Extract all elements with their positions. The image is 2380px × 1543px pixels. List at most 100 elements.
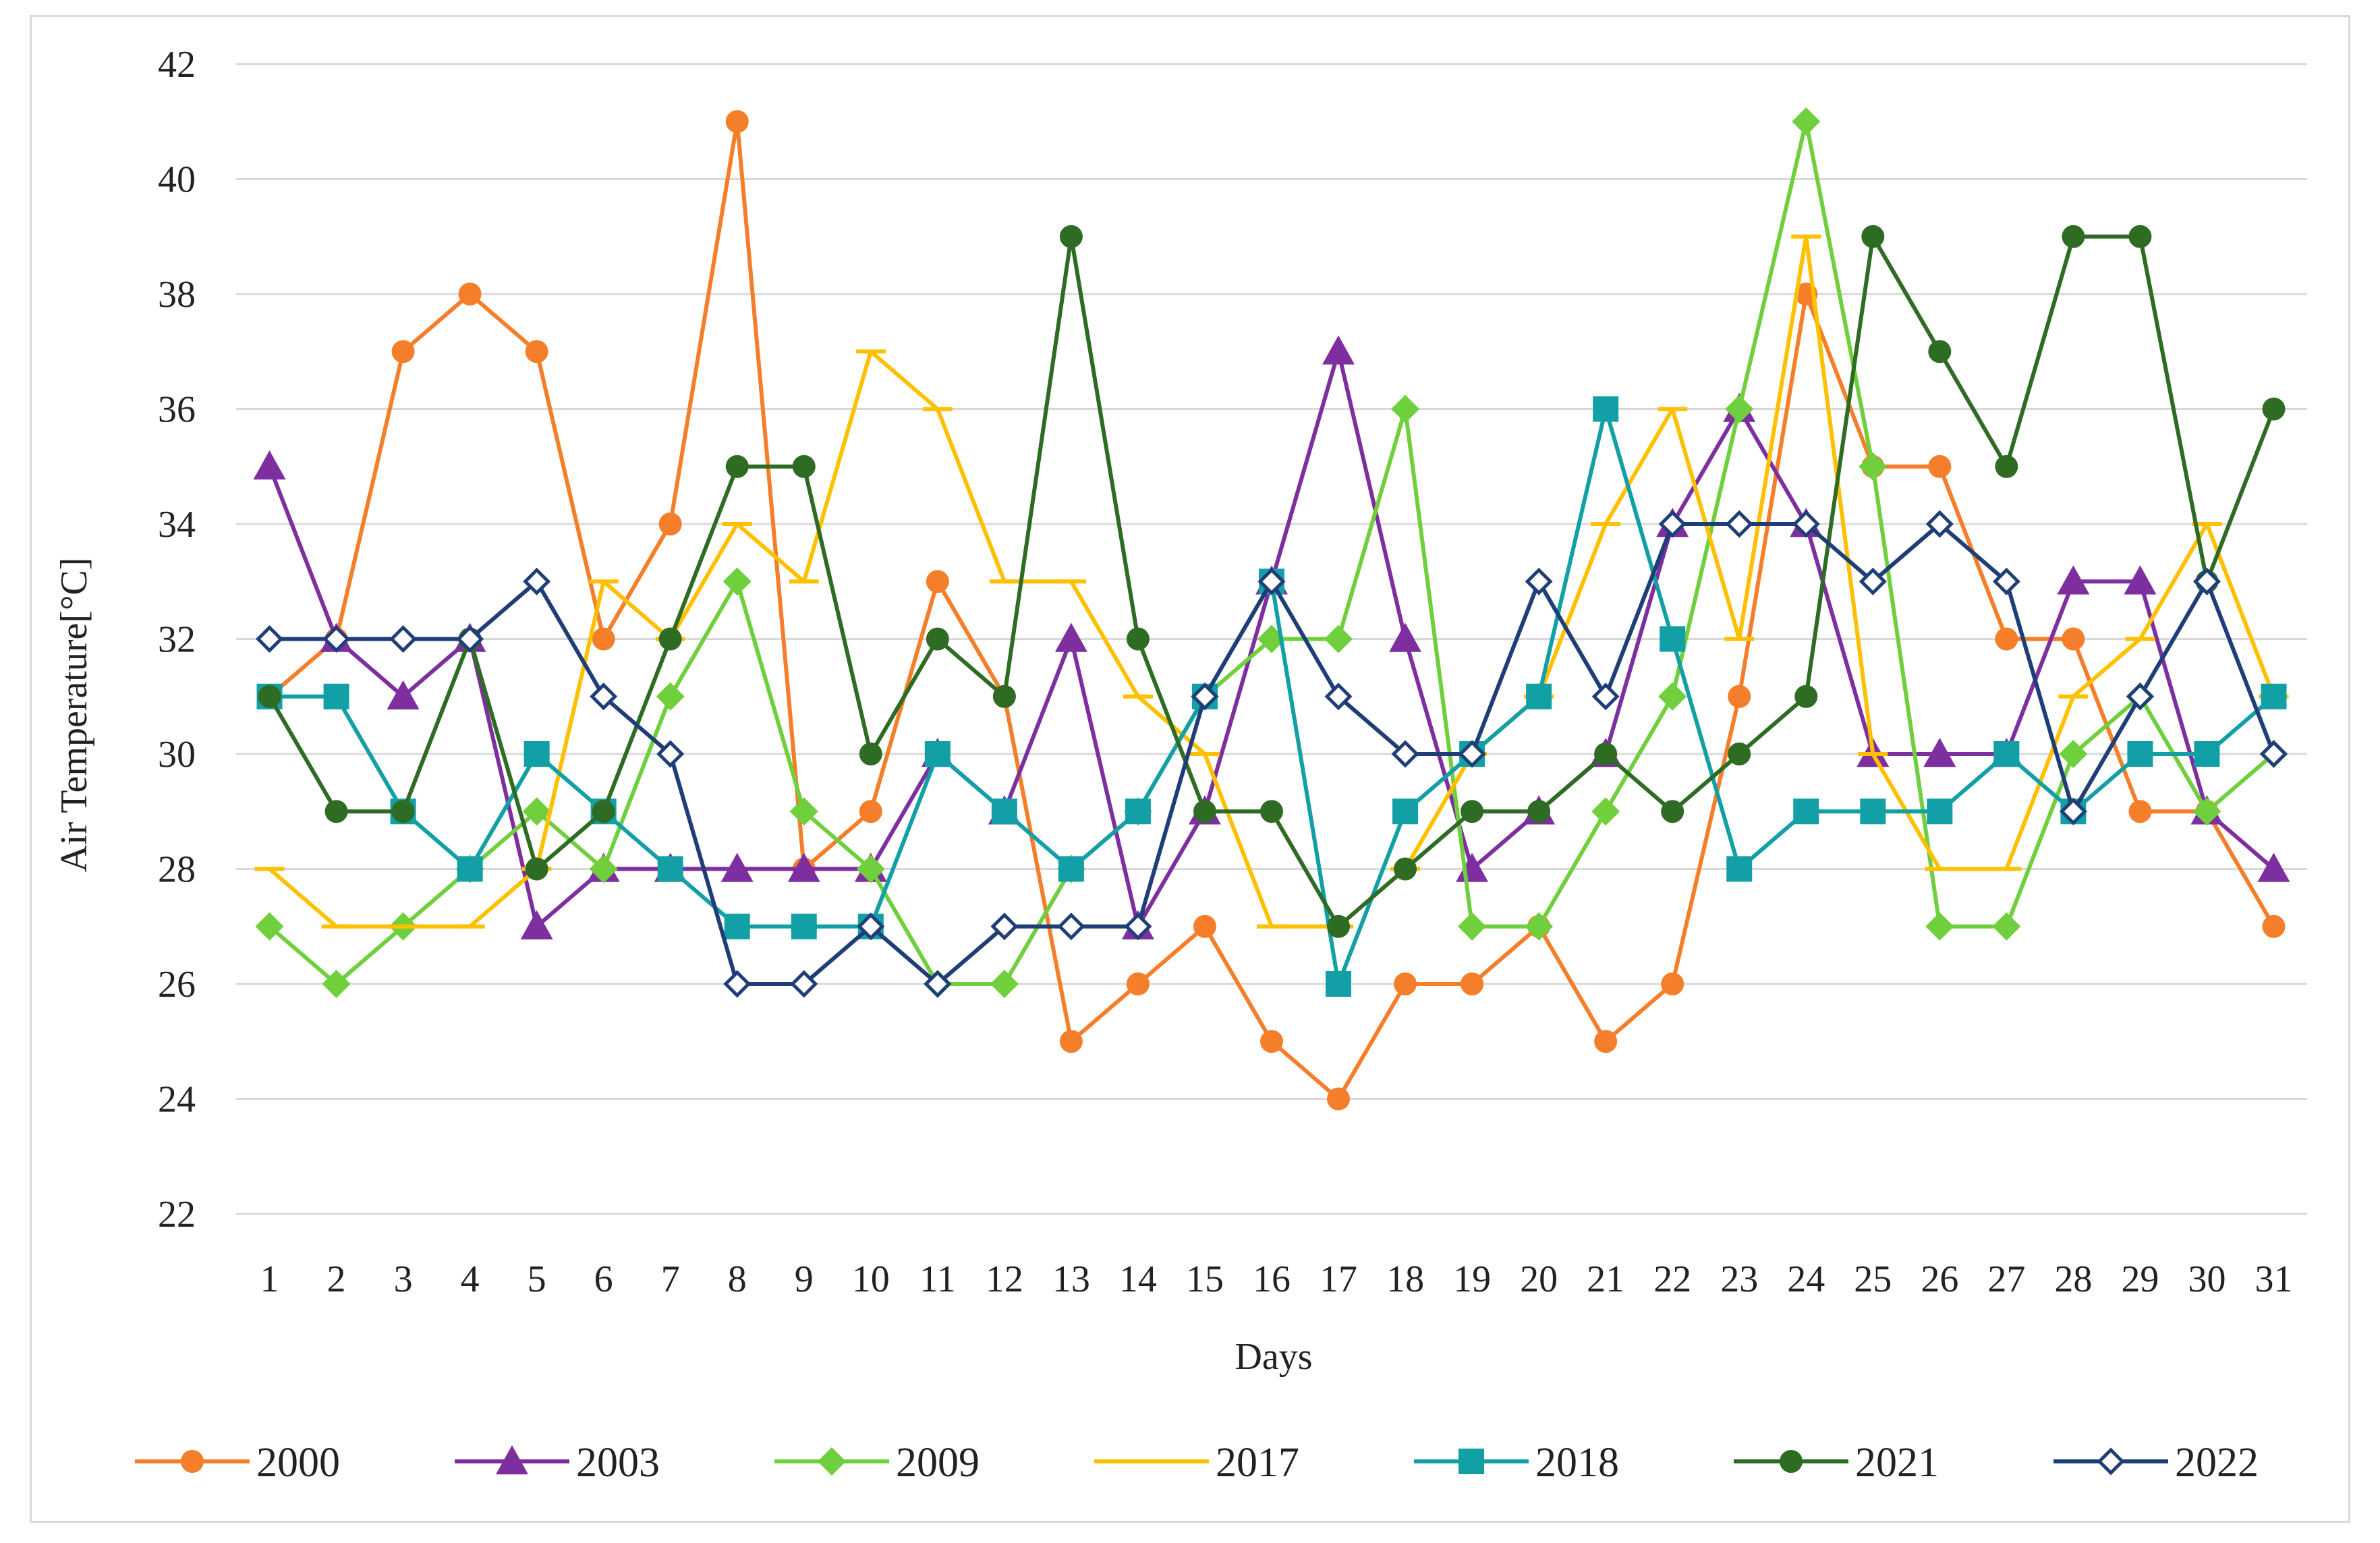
data-point-2018 — [1660, 626, 1686, 652]
data-point-2003 — [720, 852, 754, 882]
y-tick-label: 34 — [158, 504, 196, 546]
legend-label: 2003 — [576, 1440, 660, 1486]
data-point-2000 — [1059, 1030, 1083, 1053]
x-tick-label: 26 — [1921, 1258, 1958, 1300]
data-point-2018 — [2127, 741, 2153, 767]
x-tick-label: 28 — [2054, 1258, 2092, 1300]
y-axis-ticks: 22 24 26 28 30 32 34 36 38 40 42 — [158, 44, 196, 1235]
legend-item-2003: 2003 — [455, 1440, 660, 1486]
data-point-2021 — [1995, 455, 2018, 478]
data-point-2018 — [2261, 683, 2287, 709]
series-line-2000 — [268, 119, 2276, 1101]
data-point-2009 — [990, 970, 1019, 998]
data-point-2000 — [1661, 972, 1684, 995]
data-point-2021 — [1728, 743, 1751, 765]
data-point-2009 — [1925, 912, 1954, 941]
x-tick-label: 15 — [1186, 1258, 1224, 1300]
legend-item-2018: 2018 — [1414, 1440, 1619, 1486]
data-point-2000 — [1394, 972, 1417, 995]
data-point-2009 — [856, 854, 885, 883]
data-point-2000 — [592, 627, 615, 651]
data-point-2009 — [789, 797, 818, 826]
x-tick-label: 14 — [1119, 1258, 1157, 1300]
legend-marker — [496, 1445, 528, 1475]
legend-marker — [1458, 1449, 1484, 1474]
data-point-2000 — [1126, 972, 1150, 995]
x-tick-label: 7 — [661, 1258, 680, 1300]
data-point-2000 — [525, 340, 548, 363]
x-tick-label: 10 — [852, 1258, 890, 1300]
data-point-2021 — [592, 800, 615, 823]
data-point-2022 — [2059, 797, 2087, 825]
data-point-2009 — [1525, 912, 1554, 941]
data-point-2009 — [1391, 395, 1420, 424]
legend-marker — [2097, 1447, 2125, 1476]
data-point-2009 — [522, 797, 551, 826]
x-tick-label: 16 — [1253, 1258, 1291, 1300]
data-point-2009 — [1725, 395, 1754, 424]
data-point-2000 — [1327, 1087, 1351, 1111]
data-point-2022 — [1925, 510, 1954, 538]
data-point-2000 — [2262, 914, 2286, 938]
data-point-2022 — [1859, 567, 1887, 595]
data-point-2022 — [656, 740, 685, 768]
y-tick-label: 24 — [158, 1079, 196, 1121]
x-tick-label: 5 — [528, 1258, 546, 1300]
data-point-2003 — [1054, 622, 1087, 652]
x-tick-label: 12 — [986, 1258, 1023, 1300]
data-point-2018 — [1793, 798, 1819, 825]
data-point-2022 — [2192, 567, 2221, 595]
data-point-2021 — [391, 800, 415, 823]
data-point-2000 — [1594, 1030, 1618, 1053]
data-point-2003 — [1923, 738, 1956, 767]
data-point-2018 — [1860, 798, 1886, 825]
series-2000 — [258, 110, 2286, 1111]
data-point-2021 — [1661, 800, 1684, 823]
legend-marker — [818, 1447, 846, 1476]
data-point-2009 — [1658, 682, 1687, 711]
data-point-2003 — [2257, 852, 2290, 882]
data-point-2022 — [1725, 510, 1753, 538]
data-point-2000 — [658, 513, 682, 535]
data-point-2009 — [1324, 624, 1353, 653]
legend-label: 2021 — [1855, 1440, 1939, 1486]
legend-item-2000: 2000 — [135, 1440, 340, 1486]
data-point-2018 — [457, 856, 483, 882]
y-tick-label: 38 — [158, 274, 196, 316]
x-tick-label: 31 — [2255, 1258, 2292, 1300]
data-point-2000 — [1461, 972, 1484, 995]
x-tick-label: 24 — [1787, 1258, 1825, 1300]
data-point-2021 — [1461, 800, 1484, 823]
data-point-2003 — [1389, 622, 1422, 652]
data-point-2003 — [520, 910, 553, 939]
data-point-2018 — [1058, 856, 1084, 882]
data-point-2022 — [723, 970, 752, 998]
data-point-2021 — [1928, 340, 1952, 363]
data-point-2000 — [1260, 1030, 1283, 1053]
y-tick-label: 42 — [158, 44, 196, 86]
data-point-2000 — [926, 570, 949, 593]
series-lines — [253, 107, 2290, 1111]
data-point-2022 — [924, 970, 952, 998]
x-tick-label: 30 — [2188, 1258, 2226, 1300]
x-tick-label: 29 — [2121, 1258, 2159, 1300]
data-point-2021 — [1794, 685, 1818, 708]
data-point-2022 — [1458, 740, 1486, 768]
data-point-2022 — [790, 970, 818, 998]
data-point-2022 — [1792, 510, 1820, 538]
data-point-2021 — [1059, 225, 1083, 248]
x-tick-label: 21 — [1587, 1258, 1624, 1300]
data-point-2021 — [324, 800, 348, 823]
x-tick-label: 3 — [394, 1258, 413, 1300]
legend-item-2021: 2021 — [1734, 1440, 1939, 1486]
data-point-2022 — [2259, 740, 2288, 768]
data-point-2022 — [1124, 912, 1152, 941]
data-point-2000 — [458, 283, 482, 305]
x-tick-label: 2 — [327, 1258, 346, 1300]
x-axis-ticks: 1 2 3 4 5 6 7 8 9 10 11 12 13 14 15 16 17 18 19 20 21 22 23 24 2… — [260, 1258, 2293, 1300]
data-point-2022 — [857, 912, 885, 941]
legend-item-2017: 2017 — [1094, 1440, 1299, 1486]
data-point-2009 — [322, 970, 351, 998]
data-point-2000 — [1995, 627, 2018, 651]
